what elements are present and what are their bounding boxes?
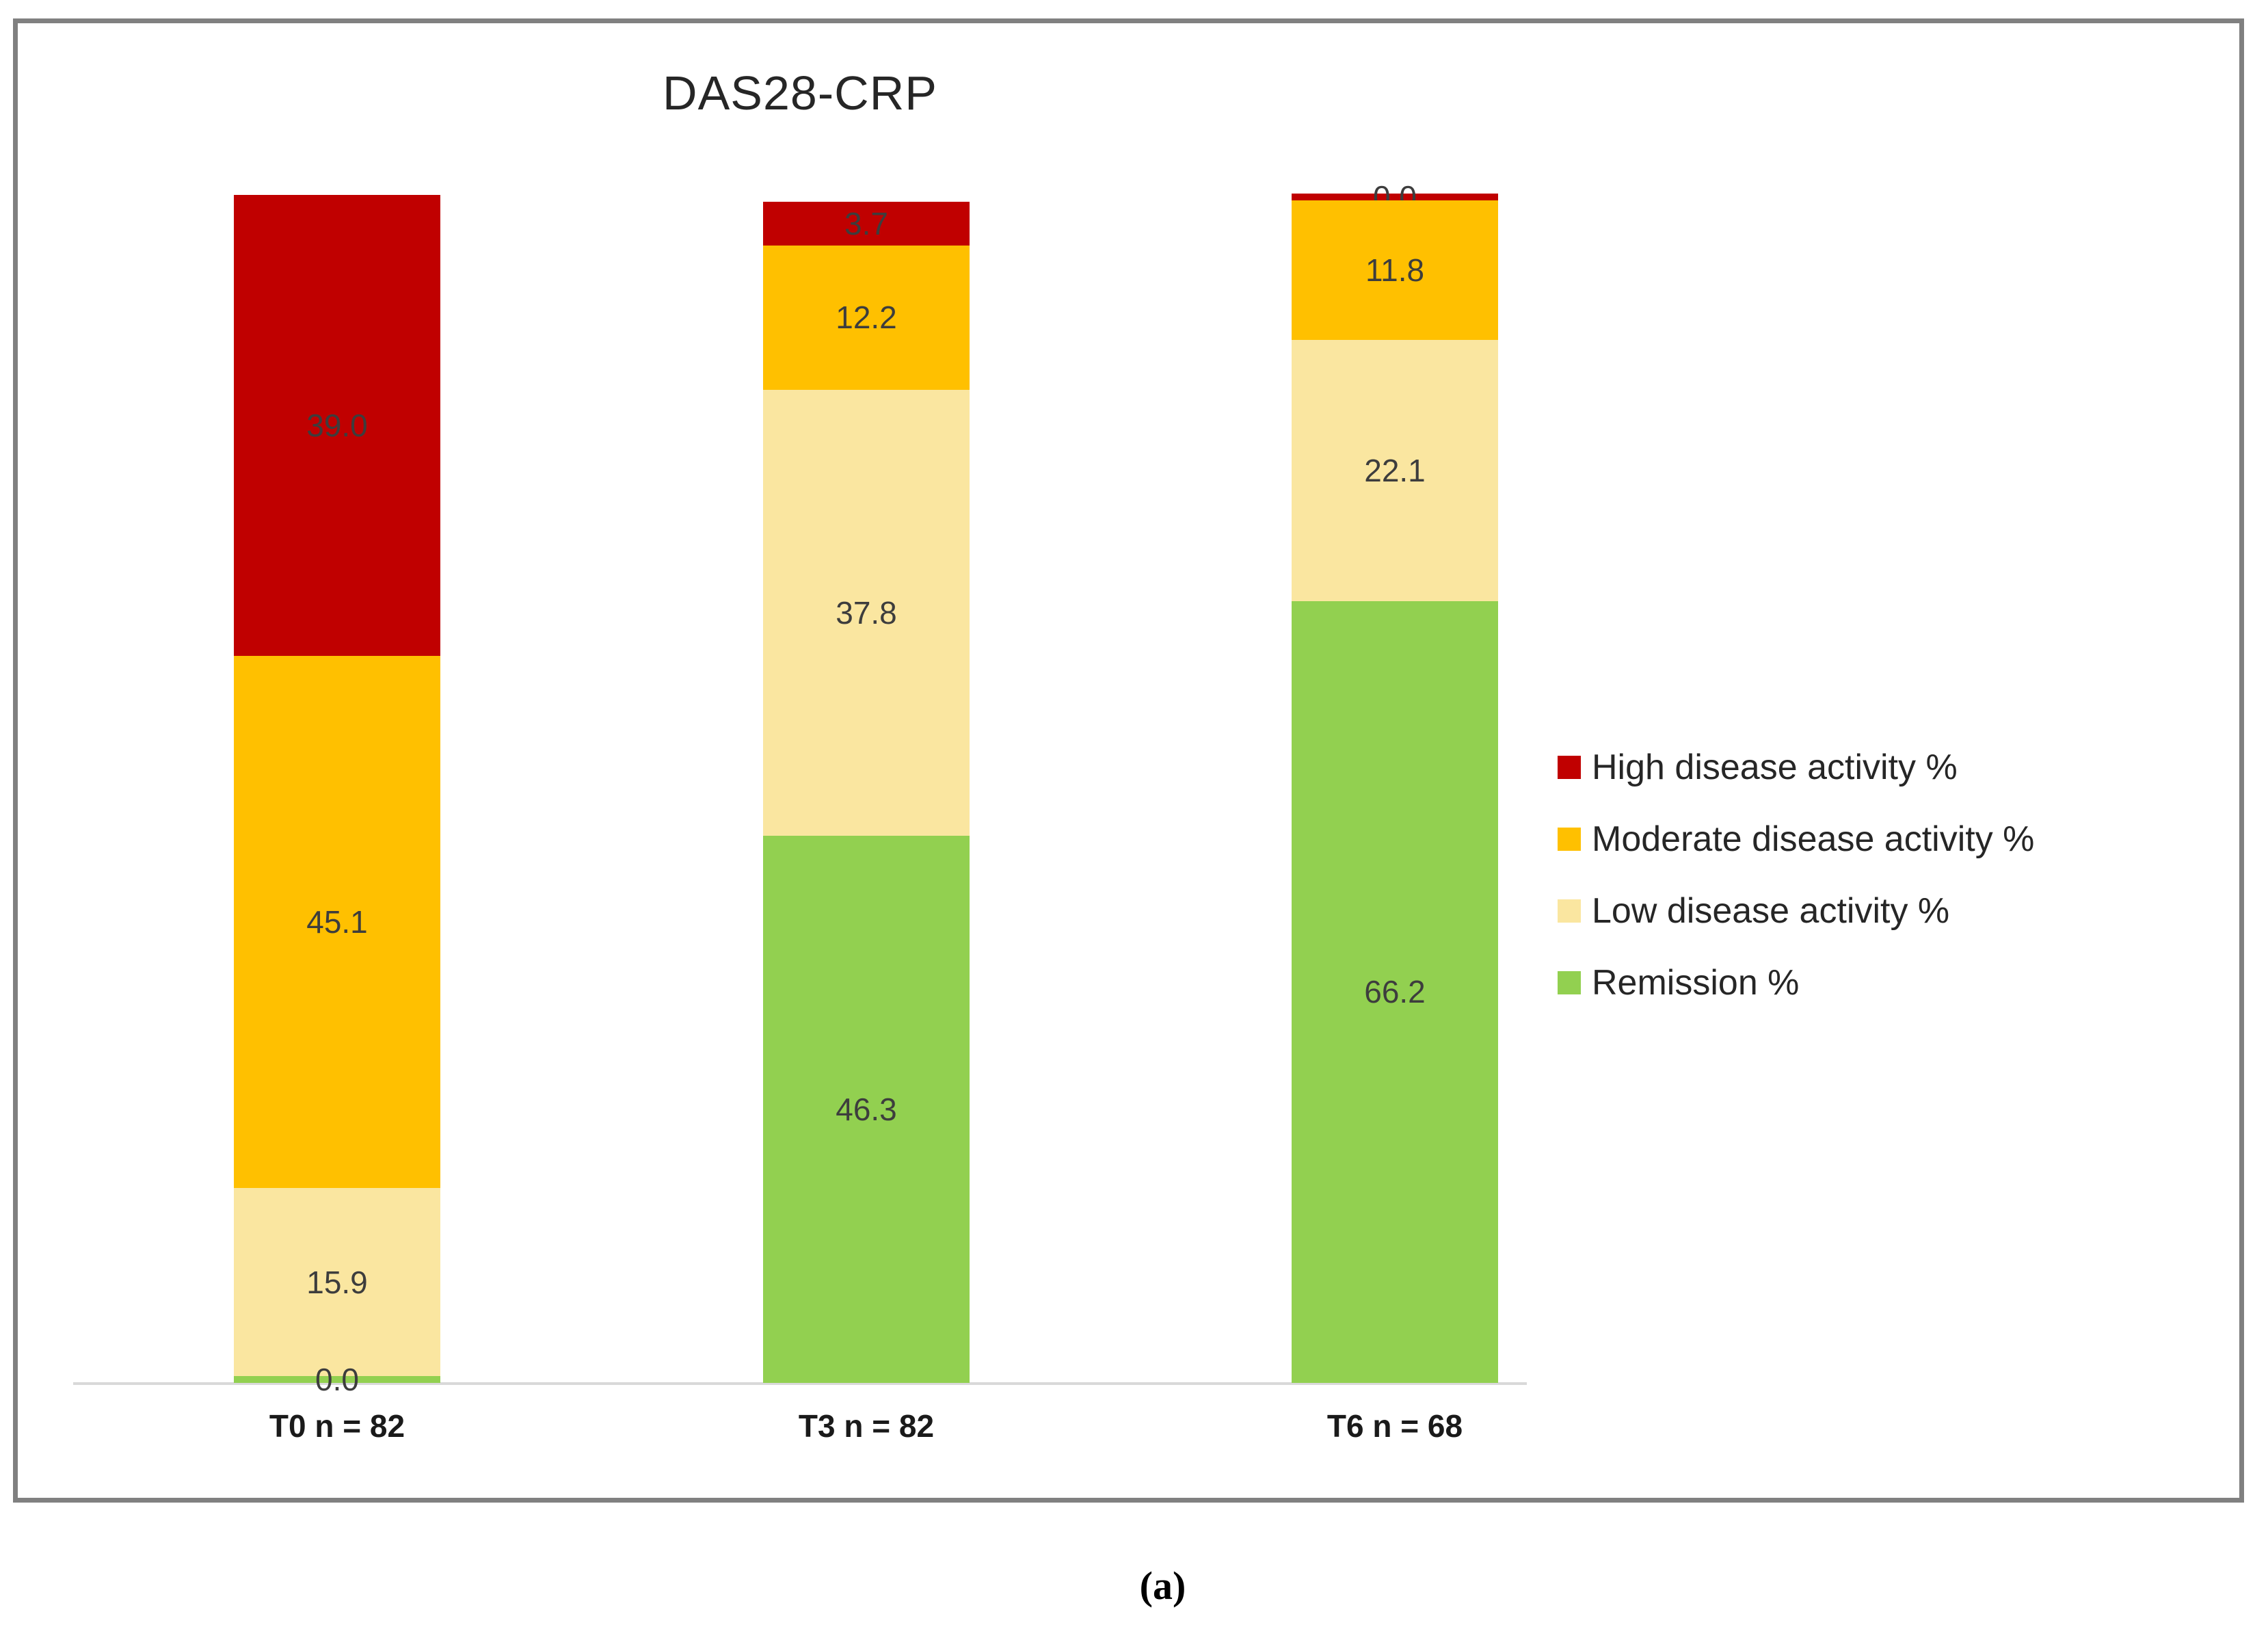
value-label: 45.1 (306, 903, 368, 940)
value-label: 11.8 (1365, 252, 1425, 289)
value-label: 0.0 (315, 1361, 359, 1397)
legend-swatch (1558, 899, 1581, 923)
bar-segment: 66.2 (1292, 600, 1498, 1383)
value-label: 3.7 (844, 205, 888, 241)
legend-label: Remission % (1592, 963, 1800, 1003)
legend-swatch (1558, 971, 1581, 994)
bar-segment: 3.7 (763, 202, 970, 246)
legend-item: Remission % (1558, 958, 2034, 1007)
legend-label: High disease activity % (1592, 748, 1958, 787)
legend-item: Moderate disease activity % (1558, 815, 2034, 864)
value-label: 15.9 (306, 1264, 368, 1300)
legend: High disease activity % Moderate disease … (1558, 743, 2034, 1030)
bar-column-t0: 39.0 45.1 15.9 0.0 (234, 195, 440, 1395)
bar-segment: 15.9 (234, 1188, 440, 1376)
legend-item: High disease activity % (1558, 743, 2034, 792)
bar-segment: 12.2 (763, 245, 970, 390)
bar-segment: 45.1 (234, 655, 440, 1189)
bar-segment: 22.1 (1292, 340, 1498, 601)
value-label: 12.2 (836, 300, 897, 336)
bar-segment: 11.8 (1292, 200, 1498, 341)
value-label: 37.8 (836, 594, 897, 631)
legend-swatch (1558, 756, 1581, 779)
figure-caption: (a) (1139, 1563, 1186, 1608)
value-label: 22.1 (1364, 452, 1426, 488)
value-label: 46.3 (836, 1092, 897, 1128)
bar-column-t3: 3.7 12.2 37.8 46.3 (763, 202, 970, 1383)
bar-column-t6: 0.0 11.8 22.1 66.2 (1292, 181, 1498, 1383)
legend-label: Low disease activity % (1592, 891, 1950, 931)
chart-title: DAS28-CRP (663, 66, 937, 120)
value-label: 66.2 (1364, 974, 1426, 1010)
legend-swatch (1558, 828, 1581, 851)
legend-item: Low disease activity % (1558, 886, 2034, 936)
x-axis-label: T3 n = 82 (798, 1408, 935, 1444)
bar-segment: 0.0 (234, 1364, 440, 1395)
value-label: 39.0 (306, 407, 368, 443)
legend-label: Moderate disease activity % (1592, 819, 2035, 859)
x-axis-label: T6 n = 68 (1326, 1408, 1463, 1444)
x-axis-line (73, 1382, 1527, 1385)
x-axis-label: T0 n = 82 (269, 1408, 405, 1444)
bar-segment: 37.8 (763, 389, 970, 836)
bar-segment: 0.0 (1292, 181, 1498, 213)
bar-segment: 39.0 (234, 195, 440, 656)
bar-segment: 46.3 (763, 836, 970, 1383)
